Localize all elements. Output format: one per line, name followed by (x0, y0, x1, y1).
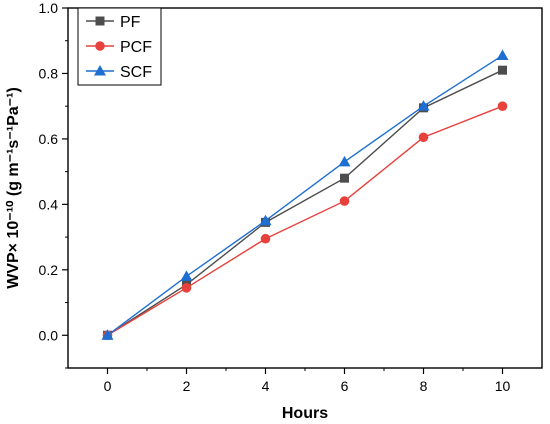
x-tick-label: 4 (262, 378, 270, 394)
data-point-scf (180, 270, 193, 281)
series-line-pcf (107, 105, 503, 336)
data-point-scf (259, 214, 272, 226)
data-point-scf (417, 100, 430, 111)
data-point-pcf (418, 132, 429, 143)
legend-items: PF PCF SCF (86, 14, 152, 81)
x-tick-label: 10 (495, 378, 511, 394)
data-point-scf (101, 329, 114, 340)
y-axis-title: WVP× 10⁻¹⁰ (g m⁻¹s⁻¹Pa⁻¹) (5, 87, 22, 289)
data-point-pcf (181, 283, 192, 293)
data-point-pf (340, 173, 349, 183)
legend-item-scf: SCF (86, 64, 152, 81)
series-pf (103, 65, 507, 340)
y-tick-label: 0.8 (39, 65, 59, 81)
y-tick-label: 0.4 (39, 196, 59, 212)
series-line-scf (107, 54, 503, 336)
x-tick-label: 2 (183, 378, 191, 394)
legend-marker-scf (94, 65, 106, 76)
y-tick-label: 0.2 (39, 262, 59, 278)
legend-label-scf: SCF (120, 64, 152, 81)
x-tick-label: 8 (420, 378, 428, 394)
data-point-scf (496, 49, 509, 60)
data-point-scf (338, 155, 351, 167)
series-pcf (102, 101, 508, 341)
x-tick-label: 0 (104, 378, 112, 394)
y-tick-label: 0.0 (39, 327, 59, 343)
legend-item-pf: PF (86, 14, 141, 31)
legend-label-pf: PF (120, 14, 141, 31)
legend: PF PCF SCF (77, 7, 162, 86)
series-scf (101, 49, 509, 340)
y-tick-label: 1.0 (39, 0, 59, 16)
series-line-pf (107, 69, 503, 336)
legend-item-pcf: PCF (86, 39, 152, 56)
x-tick-label: 6 (341, 378, 349, 394)
y-tick-label: 0.6 (39, 131, 59, 147)
data-point-pcf (260, 233, 271, 244)
x-axis-title: Hours (282, 405, 328, 422)
series-layer (101, 49, 509, 341)
legend-marker-pf (95, 16, 105, 26)
ticks-layer: 0 2 4 6 8 10 0.0 0.2 0.4 0.6 0.8 1.0 (39, 0, 511, 394)
legend-label-pcf: PCF (120, 39, 152, 56)
legend-marker-pcf (95, 41, 105, 51)
data-point-pcf (497, 101, 508, 111)
data-point-pf (498, 65, 507, 75)
data-point-pcf (339, 196, 350, 206)
